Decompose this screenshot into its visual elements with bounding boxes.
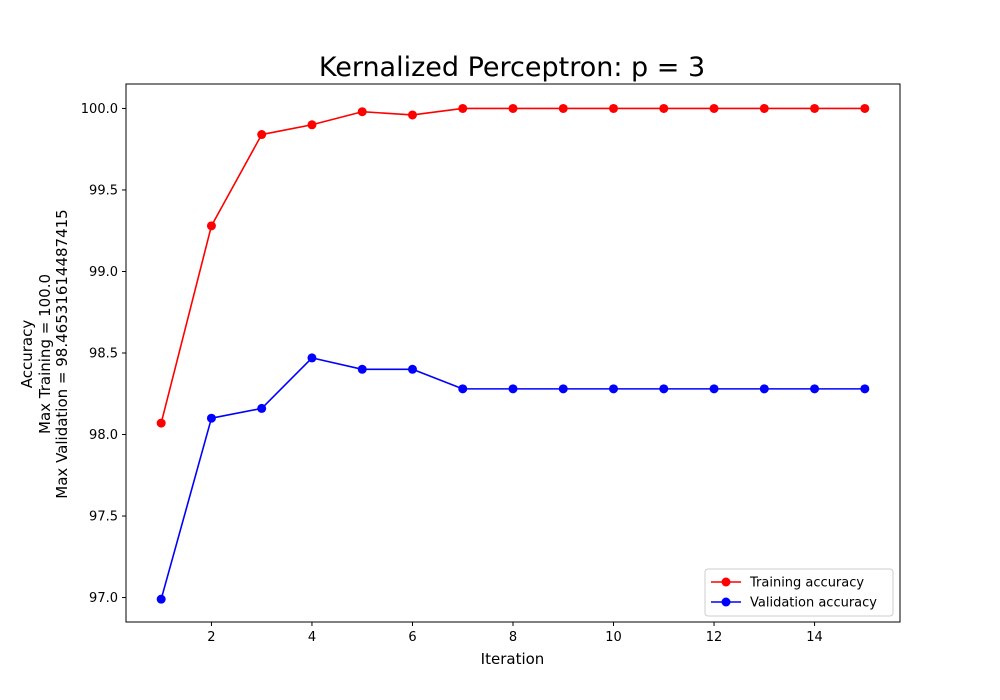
legend-marker-training	[721, 577, 731, 587]
data-point-training	[609, 103, 619, 113]
x-tick-label: 12	[706, 630, 723, 645]
data-point-validation	[257, 403, 267, 413]
data-point-validation	[759, 384, 769, 394]
x-tick-label: 14	[806, 630, 823, 645]
chart-title: Kernalized Perceptron: p = 3	[319, 52, 705, 83]
data-point-validation	[357, 364, 367, 374]
series-line-training	[160, 107, 865, 424]
y-axis-label-line-1: Accuracy	[18, 320, 36, 389]
data-point-validation	[407, 364, 417, 374]
x-tick-label: 4	[308, 630, 316, 645]
x-tick-label: 6	[408, 630, 416, 645]
data-point-validation	[508, 384, 518, 394]
x-tick-label: 8	[509, 630, 517, 645]
data-point-training	[558, 103, 568, 113]
y-axis-label-line-3: Max Validation = 98.46531614487415	[53, 209, 71, 498]
data-point-training	[508, 103, 518, 113]
series-line-validation	[160, 357, 865, 600]
y-tick-label: 98.0	[89, 428, 118, 443]
axes-frame	[125, 83, 901, 623]
x-tick-label: 2	[207, 630, 215, 645]
data-point-training	[307, 120, 317, 130]
y-tick-label: 99.0	[89, 265, 118, 280]
data-point-validation	[558, 384, 568, 394]
data-point-validation	[307, 353, 317, 363]
y-tick-label: 98.5	[89, 347, 118, 362]
data-point-training	[860, 103, 870, 113]
data-point-validation	[458, 384, 468, 394]
data-point-validation	[659, 384, 669, 394]
y-tick-label: 99.5	[89, 183, 118, 198]
data-point-validation	[860, 384, 870, 394]
data-point-training	[156, 418, 166, 428]
y-tick-label: 100.0	[81, 102, 118, 117]
data-point-training	[759, 103, 769, 113]
y-axis-label: Accuracy Max Training = 100.0 Max Valida…	[18, 209, 71, 498]
data-point-validation	[609, 384, 619, 394]
data-point-validation	[156, 594, 166, 604]
y-axis-label-line-2: Max Training = 100.0	[36, 274, 54, 434]
data-point-training	[659, 103, 669, 113]
legend-box	[704, 568, 894, 617]
data-point-training	[257, 130, 267, 140]
data-point-validation	[709, 384, 719, 394]
legend: Training accuracy Validation accuracy	[704, 568, 894, 617]
legend-label-training: Training accuracy	[749, 576, 864, 591]
data-point-validation	[206, 413, 216, 423]
x-axis-label: Iteration	[481, 650, 545, 668]
legend-label-validation: Validation accuracy	[750, 596, 877, 611]
data-point-training	[407, 110, 417, 120]
data-point-training	[357, 107, 367, 117]
data-point-training	[206, 221, 216, 231]
plot-area: 2 4 6 8 10 12 14 97.0 97.5 98.0 98.5 99.0 99.5 100.0	[81, 83, 901, 645]
data-point-training	[810, 103, 820, 113]
y-tick-label: 97.5	[89, 510, 118, 525]
data-point-validation	[810, 384, 820, 394]
x-tick-label: 10	[605, 630, 622, 645]
data-point-training	[709, 103, 719, 113]
data-point-training	[458, 103, 468, 113]
y-tick-label: 97.0	[89, 591, 118, 606]
legend-marker-validation	[721, 597, 731, 607]
